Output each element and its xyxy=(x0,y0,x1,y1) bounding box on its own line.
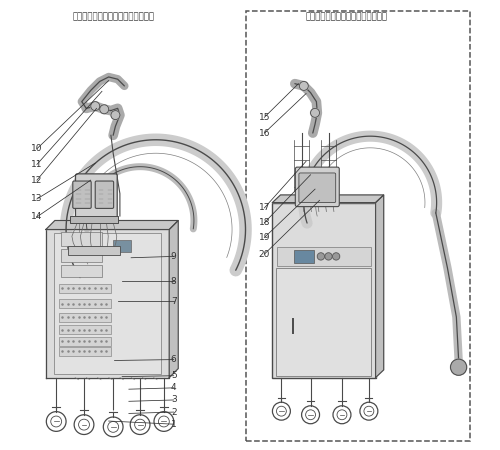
FancyBboxPatch shape xyxy=(299,173,336,202)
Polygon shape xyxy=(272,195,384,202)
Text: 19: 19 xyxy=(258,233,270,242)
FancyBboxPatch shape xyxy=(68,246,120,255)
Text: 17: 17 xyxy=(258,203,270,212)
Text: 15: 15 xyxy=(258,113,270,122)
Circle shape xyxy=(318,253,324,260)
Circle shape xyxy=(111,111,120,120)
FancyBboxPatch shape xyxy=(61,232,102,246)
Text: 18: 18 xyxy=(258,218,270,227)
Bar xyxy=(272,202,376,378)
Text: 14: 14 xyxy=(31,212,42,221)
Text: 12: 12 xyxy=(31,176,42,184)
FancyBboxPatch shape xyxy=(70,216,118,223)
FancyBboxPatch shape xyxy=(59,313,112,322)
FancyBboxPatch shape xyxy=(112,240,130,252)
Text: 13: 13 xyxy=(31,194,42,203)
Circle shape xyxy=(325,253,332,260)
FancyBboxPatch shape xyxy=(59,337,112,346)
Bar xyxy=(246,10,470,441)
Circle shape xyxy=(332,253,340,260)
FancyBboxPatch shape xyxy=(61,249,102,262)
FancyBboxPatch shape xyxy=(61,265,102,277)
FancyBboxPatch shape xyxy=(59,299,112,308)
Text: 8: 8 xyxy=(171,277,176,286)
Text: 20: 20 xyxy=(258,250,270,259)
FancyBboxPatch shape xyxy=(95,181,114,208)
FancyBboxPatch shape xyxy=(59,284,112,293)
Text: 双头铁箱剪线机（配双迷你版刀头）: 双头铁箱剪线机（配双迷你版刀头） xyxy=(306,12,388,21)
Polygon shape xyxy=(46,220,178,230)
FancyBboxPatch shape xyxy=(59,325,112,334)
Text: 6: 6 xyxy=(171,355,176,364)
Text: 5: 5 xyxy=(171,371,176,380)
FancyBboxPatch shape xyxy=(294,250,314,263)
Circle shape xyxy=(90,102,100,111)
Text: 7: 7 xyxy=(171,297,176,306)
FancyBboxPatch shape xyxy=(276,268,371,376)
FancyBboxPatch shape xyxy=(73,181,91,208)
Polygon shape xyxy=(169,220,178,378)
Text: 2: 2 xyxy=(171,408,176,417)
FancyBboxPatch shape xyxy=(277,247,370,266)
Text: 11: 11 xyxy=(31,160,42,169)
Text: 双头铁箱剪线机（配双升级版刀头）: 双头铁箱剪线机（配双升级版刀头） xyxy=(72,12,154,21)
FancyBboxPatch shape xyxy=(76,174,117,222)
Text: 4: 4 xyxy=(171,383,176,392)
Circle shape xyxy=(300,81,308,90)
Circle shape xyxy=(450,359,466,375)
FancyBboxPatch shape xyxy=(54,233,161,374)
Circle shape xyxy=(100,105,108,114)
Text: 16: 16 xyxy=(258,129,270,138)
FancyBboxPatch shape xyxy=(59,346,112,356)
Polygon shape xyxy=(46,230,169,378)
Text: 9: 9 xyxy=(171,252,176,261)
Polygon shape xyxy=(376,195,384,378)
Circle shape xyxy=(310,108,320,117)
Text: 10: 10 xyxy=(31,144,42,153)
Text: 1: 1 xyxy=(171,420,176,429)
FancyBboxPatch shape xyxy=(296,167,340,207)
Text: 3: 3 xyxy=(171,396,176,405)
